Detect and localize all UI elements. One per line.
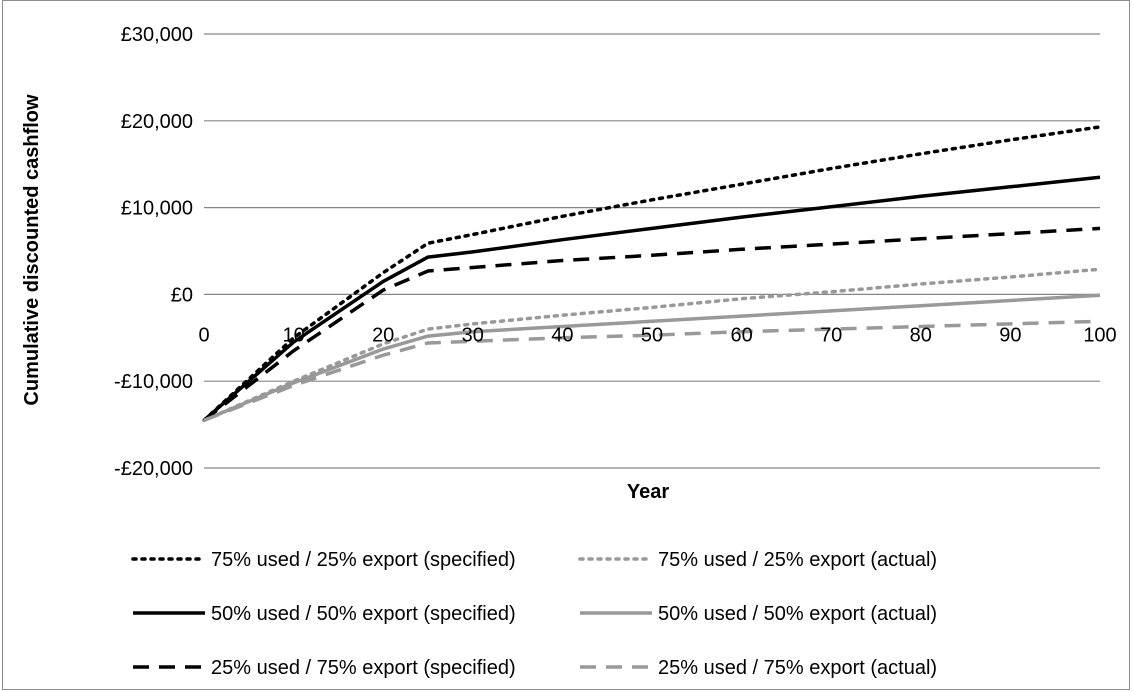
y-tick-label: £20,000	[121, 111, 193, 133]
x-axis-title: Year	[627, 481, 669, 503]
x-tick-label: 80	[910, 324, 932, 346]
x-tick-label: 40	[551, 324, 573, 346]
y-tick-label: -£20,000	[114, 458, 193, 480]
legend-label-4: 50% used / 50% export (actual)	[658, 603, 937, 625]
legend-label-3: 50% used / 50% export (specified)	[211, 603, 516, 625]
x-tick-label: 100	[1083, 324, 1116, 346]
y-tick-label: -£10,000	[114, 371, 193, 393]
series-line-6	[203, 319, 1101, 422]
series-line-3	[202, 175, 1101, 422]
x-tick-label: 70	[820, 324, 842, 346]
series-line-1	[202, 125, 1102, 423]
x-tick-label: 60	[730, 324, 752, 346]
x-tick-label: 10	[282, 324, 304, 346]
series-line-4	[203, 293, 1101, 422]
legend: 75% used / 25% export (specified) 75% use…	[131, 549, 937, 679]
legend-label-6: 25% used / 75% export (actual)	[658, 657, 937, 679]
legend-label-2: 75% used / 25% export (actual)	[658, 549, 937, 571]
y-tick-label: £10,000	[121, 198, 193, 220]
legend-label-1: 75% used / 25% export (specified)	[211, 549, 516, 571]
x-tick-label: 0	[198, 324, 209, 346]
series-line-2	[202, 267, 1102, 423]
x-tick-label: 30	[462, 324, 484, 346]
series-line-5	[202, 226, 1101, 422]
y-axis-tick-labels: -£20,000 -£10,000 £0 £10,000 £20,000 £30,000	[114, 24, 193, 480]
x-axis-tick-labels: 0 10 20 30 40 50 60 70 80 90 100	[198, 324, 1116, 346]
gridlines	[204, 33, 1100, 469]
y-tick-label: £0	[171, 284, 193, 306]
plot-area-series	[202, 125, 1102, 423]
y-axis-title: Cumulative discounted cashflow	[21, 94, 43, 406]
x-tick-label: 20	[372, 324, 394, 346]
y-tick-label: £30,000	[121, 24, 193, 46]
legend-label-5: 25% used / 75% export (specified)	[211, 657, 516, 679]
x-tick-label: 90	[999, 324, 1021, 346]
x-tick-label: 50	[641, 324, 663, 346]
